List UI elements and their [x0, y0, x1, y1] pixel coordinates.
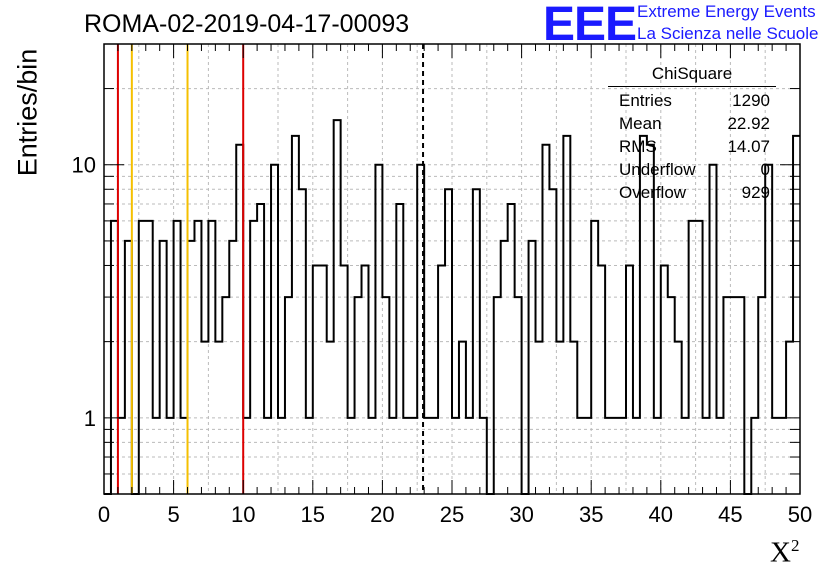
- x-tick-label: 5: [167, 502, 179, 527]
- x-tick-label: 50: [788, 502, 812, 527]
- x-axis-label-superscript: 2: [790, 536, 800, 555]
- stats-row-value: 14.07: [727, 137, 770, 156]
- x-axis-label: X2: [770, 536, 799, 570]
- y-tick-label: 1: [84, 406, 96, 431]
- stats-box: ChiSquare Entries 1290 Mean 22.92 RMS 14.07 Un…: [608, 64, 776, 204]
- stats-row-value: 1290: [732, 91, 770, 110]
- stats-row-value: 929: [741, 183, 770, 202]
- x-tick-label: 0: [98, 502, 110, 527]
- x-tick-label: 15: [301, 502, 325, 527]
- histogram-series: [104, 119, 800, 495]
- x-tick-label: 25: [440, 502, 464, 527]
- x-tick-label: 45: [718, 502, 742, 527]
- stats-row: Entries 1290: [608, 89, 776, 112]
- x-tick-label: 10: [231, 502, 255, 527]
- eee-logo: EEE: [543, 0, 637, 51]
- x-axis-label-text: X: [770, 536, 791, 569]
- logo-subtitle-2: La Scienza nelle Scuole: [637, 24, 819, 43]
- stats-rows: Entries 1290 Mean 22.92 RMS 14.07 Underflow 0 Ov…: [608, 89, 776, 204]
- x-tick-label: 20: [370, 502, 394, 527]
- stats-row-label: Entries: [619, 91, 672, 110]
- x-tick-label: 30: [509, 502, 533, 527]
- stats-row: RMS 14.07: [608, 135, 776, 158]
- x-tick-label: 35: [579, 502, 603, 527]
- stats-row: Mean 22.92: [608, 112, 776, 135]
- stats-title: ChiSquare: [608, 64, 776, 87]
- stats-row: Underflow 0: [608, 158, 776, 181]
- stats-row-label: RMS: [619, 137, 657, 156]
- logo-subtitle-1: Extreme Energy Events: [637, 2, 816, 21]
- stats-row-label: Underflow: [619, 160, 696, 179]
- stats-row-label: Mean: [619, 114, 662, 133]
- stats-row-value: 0: [760, 160, 770, 179]
- x-tick-label: 40: [649, 502, 673, 527]
- stats-row-value: 22.92: [727, 114, 770, 133]
- stats-row-label: Overflow: [619, 183, 687, 202]
- stats-row: Overflow 929: [608, 181, 776, 204]
- y-tick-label: 10: [72, 153, 96, 178]
- run-title: ROMA-02-2019-04-17-00093: [84, 10, 410, 38]
